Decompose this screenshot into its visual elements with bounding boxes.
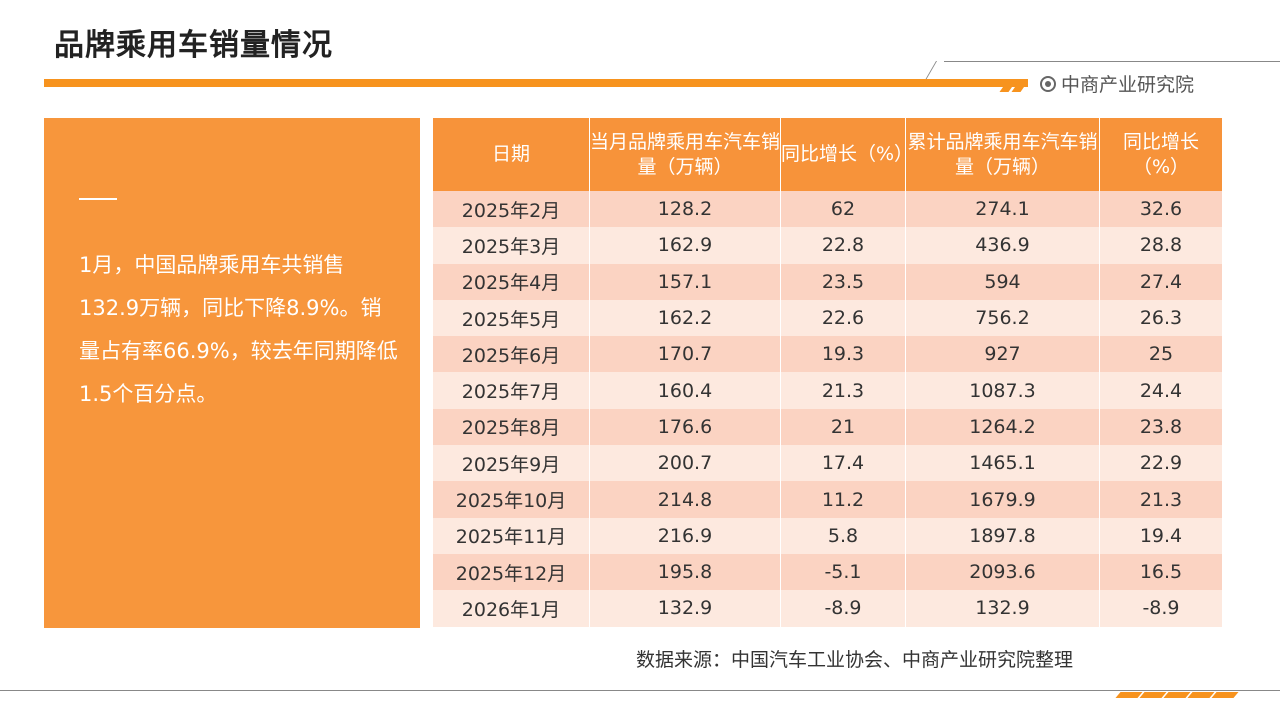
table-header-row: 日期 当月品牌乘用车汽车销量（万辆） 同比增长（%） 累计品牌乘用车汽车销量（万… [433, 118, 1222, 191]
summary-panel: 1月，中国品牌乘用车共销售132.9万辆，同比下降8.9%。销量占有率66.9%… [44, 118, 420, 628]
table-row: 2025年2月 128.2 62 274.1 32.6 [433, 191, 1222, 228]
cell-date: 2025年3月 [433, 227, 590, 264]
cell-monthly-sales: 128.2 [589, 191, 781, 228]
cell-cumulative-sales: 1087.3 [905, 372, 1100, 409]
cell-monthly-growth: -5.1 [780, 553, 906, 591]
cell-monthly-sales: 214.8 [589, 481, 781, 518]
table-row: 2025年9月 200.7 17.4 1465.1 22.9 [433, 445, 1222, 482]
table-row: 2025年11月 216.9 5.8 1897.8 19.4 [433, 517, 1222, 554]
col-header-monthly-sales: 当月品牌乘用车汽车销量（万辆） [589, 118, 781, 191]
brand-name: 中商产业研究院 [1061, 74, 1195, 96]
table-row: 2025年10月 214.8 11.2 1679.9 21.3 [433, 481, 1222, 518]
cell-monthly-sales: 176.6 [589, 408, 781, 446]
brand-logo: 中商产业研究院 [1040, 70, 1194, 97]
data-source: 数据来源：中国汽车工业协会、中商产业研究院整理 [636, 649, 1074, 671]
cell-cumulative-sales: 274.1 [905, 191, 1100, 228]
cell-date: 2025年6月 [433, 336, 590, 373]
cell-cumulative-sales: 1679.9 [905, 481, 1100, 518]
cell-monthly-sales: 162.2 [589, 299, 781, 337]
cell-date: 2025年4月 [433, 263, 590, 300]
cell-monthly-sales: 132.9 [589, 590, 781, 627]
cell-date: 2025年9月 [433, 445, 590, 482]
cell-monthly-growth: 11.2 [780, 481, 906, 518]
cell-monthly-growth: 23.5 [780, 263, 906, 300]
cell-cumulative-sales: 756.2 [905, 299, 1100, 337]
table-row: 2025年3月 162.9 22.8 436.9 28.8 [433, 227, 1222, 264]
cell-date: 2025年10月 [433, 481, 590, 518]
cell-cumulative-sales: 132.9 [905, 590, 1100, 627]
summary-divider [79, 198, 117, 200]
table-row: 2025年7月 160.4 21.3 1087.3 24.4 [433, 372, 1222, 409]
cell-monthly-sales: 200.7 [589, 445, 781, 482]
sales-table-container: 日期 当月品牌乘用车汽车销量（万辆） 同比增长（%） 累计品牌乘用车汽车销量（万… [433, 118, 1222, 627]
cell-cumulative-growth: 25 [1099, 336, 1222, 373]
cell-monthly-growth: 17.4 [780, 445, 906, 482]
table-row: 2025年6月 170.7 19.3 927 25 [433, 336, 1222, 373]
footer-stripes [1115, 683, 1239, 702]
title-accent-bar [44, 79, 1028, 87]
cell-monthly-growth: 21.3 [780, 372, 906, 409]
cell-cumulative-sales: 927 [905, 336, 1100, 373]
cell-cumulative-growth: 22.9 [1099, 445, 1222, 482]
cell-cumulative-growth: 23.8 [1099, 408, 1222, 446]
cell-monthly-growth: 22.6 [780, 299, 906, 337]
cell-date: 2026年1月 [433, 590, 590, 627]
cell-cumulative-sales: 1465.1 [905, 445, 1100, 482]
col-header-date: 日期 [433, 118, 590, 191]
cell-date: 2025年8月 [433, 408, 590, 446]
col-header-cumulative-growth: 同比增长（%） [1099, 118, 1222, 191]
cell-monthly-sales: 195.8 [589, 553, 781, 591]
header-stripes [999, 77, 1028, 96]
cell-monthly-growth: 22.8 [780, 227, 906, 264]
cell-monthly-growth: 5.8 [780, 517, 906, 554]
col-header-monthly-growth: 同比增长（%） [780, 118, 913, 191]
cell-monthly-sales: 157.1 [589, 263, 781, 300]
sales-table: 日期 当月品牌乘用车汽车销量（万辆） 同比增长（%） 累计品牌乘用车汽车销量（万… [433, 118, 1222, 627]
cell-cumulative-sales: 436.9 [905, 227, 1100, 264]
cell-cumulative-growth: 16.5 [1099, 553, 1222, 591]
cell-cumulative-sales: 1897.8 [905, 517, 1100, 554]
table-row: 2025年4月 157.1 23.5 594 27.4 [433, 263, 1222, 300]
header-rule [944, 61, 1280, 62]
cell-date: 2025年5月 [433, 299, 590, 337]
cell-cumulative-growth: 26.3 [1099, 299, 1222, 337]
page-title: 品牌乘用车销量情况 [54, 28, 333, 63]
cell-cumulative-growth: 28.8 [1099, 227, 1222, 264]
cell-monthly-sales: 216.9 [589, 517, 781, 554]
cell-cumulative-sales: 2093.6 [905, 553, 1100, 591]
target-icon [1040, 75, 1056, 92]
cell-cumulative-sales: 594 [905, 263, 1100, 300]
cell-monthly-growth: -8.9 [780, 590, 906, 627]
cell-monthly-growth: 21 [780, 408, 906, 446]
table-row: 2025年8月 176.6 21 1264.2 23.8 [433, 408, 1222, 446]
cell-cumulative-growth: 24.4 [1099, 372, 1222, 409]
table-row: 2025年12月 195.8 -5.1 2093.6 16.5 [433, 553, 1222, 591]
cell-date: 2025年12月 [433, 553, 590, 591]
cell-monthly-sales: 170.7 [589, 336, 781, 373]
cell-date: 2025年7月 [433, 372, 590, 409]
cell-monthly-growth: 62 [780, 191, 906, 228]
cell-cumulative-growth: 32.6 [1099, 191, 1222, 228]
cell-monthly-growth: 19.3 [780, 336, 906, 373]
cell-date: 2025年2月 [433, 191, 590, 228]
table-body: 2025年2月 128.2 62 274.1 32.6 2025年3月 162.9 22.8 4… [433, 191, 1222, 627]
cell-cumulative-growth: -8.9 [1099, 590, 1222, 627]
cell-monthly-sales: 160.4 [589, 372, 781, 409]
footer-rule [0, 690, 1280, 691]
summary-text: 1月，中国品牌乘用车共销售132.9万辆，同比下降8.9%。销量占有率66.9%… [79, 253, 398, 406]
cell-cumulative-growth: 27.4 [1099, 263, 1222, 300]
cell-date: 2025年11月 [433, 517, 590, 554]
table-row: 2026年1月 132.9 -8.9 132.9 -8.9 [433, 590, 1222, 627]
cell-cumulative-growth: 21.3 [1099, 481, 1222, 518]
cell-cumulative-growth: 19.4 [1099, 517, 1222, 554]
table-row: 2025年5月 162.2 22.6 756.2 26.3 [433, 299, 1222, 337]
cell-monthly-sales: 162.9 [589, 227, 781, 264]
cell-cumulative-sales: 1264.2 [905, 408, 1100, 446]
col-header-cumulative-sales: 累计品牌乘用车汽车销量（万辆） [905, 118, 1100, 191]
